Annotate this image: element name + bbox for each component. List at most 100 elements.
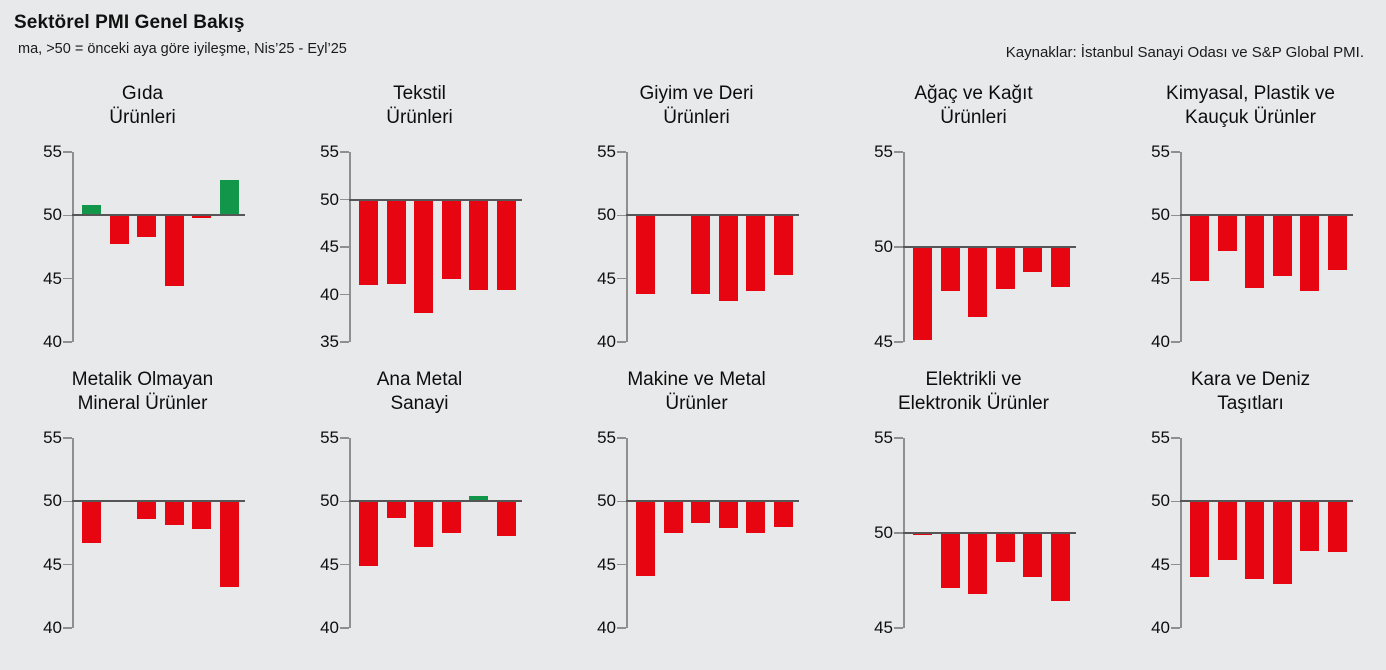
y-tick-label: 50: [1151, 491, 1170, 511]
y-tick-mark: [63, 341, 72, 343]
bar: [746, 501, 765, 533]
y-tick-mark: [1171, 151, 1180, 153]
chart-title-line: Ürünleri: [663, 107, 730, 128]
y-axis: [626, 438, 628, 628]
y-tick-label: 45: [320, 554, 339, 574]
chart-title-line: Ürünler: [665, 393, 728, 414]
y-tick-mark: [617, 277, 626, 280]
chart-title: Makine ve Metal Ürünler: [558, 368, 835, 416]
chart-title-line: Ürünleri: [940, 107, 1007, 128]
bar: [386, 199, 406, 285]
chart-title: Kimyasal, Plastik ve Kauçuk Ürünler: [1112, 82, 1386, 130]
y-axis: [349, 438, 351, 628]
y-tick-label: 40: [1151, 618, 1170, 637]
y-tick-mark: [340, 437, 349, 439]
chart-panel: Elektrikli ve Elektronik Ürünler 55 50 45: [835, 368, 1112, 637]
y-tick-mark: [617, 500, 626, 503]
bar: [414, 199, 433, 313]
y-tick-mark: [340, 563, 349, 566]
baseline-50: [72, 500, 245, 503]
plot-area: 55 50 45: [845, 142, 1085, 351]
page-title: Sektörel PMI Genel Bakış: [14, 12, 245, 33]
bar: [968, 533, 987, 594]
y-axis: [626, 152, 628, 342]
chart-title-line: Sanayi: [390, 393, 449, 414]
chart-title: Tekstil Ürünleri: [281, 82, 558, 130]
bar: [940, 533, 960, 589]
y-tick-mark: [617, 341, 626, 343]
y-tick-label: 55: [874, 428, 893, 447]
chart-panel: Kimyasal, Plastik ve Kauçuk Ürünler 55 50 45…: [1112, 82, 1386, 351]
y-tick-mark: [894, 437, 903, 439]
bar: [219, 179, 239, 216]
bar: [1245, 501, 1264, 579]
chart-title: Elektrikli ve Elektronik Ürünler: [835, 368, 1112, 416]
chart-panel: Gıda Ürünleri 55 50 45 40: [4, 82, 281, 351]
y-tick-mark: [63, 627, 72, 629]
chart-title-line: Taşıtları: [1217, 393, 1284, 414]
bar: [1190, 501, 1209, 578]
chart-title-line: Elektronik Ürünler: [898, 393, 1049, 414]
y-tick-mark: [894, 151, 903, 153]
chart-title-line: Tekstil: [393, 83, 446, 104]
plot-area: 55 50 45 40: [568, 142, 808, 351]
y-tick-label: 50: [597, 491, 616, 511]
y-axis: [72, 438, 74, 628]
y-tick-label: 55: [320, 142, 339, 161]
bar: [469, 199, 488, 290]
y-tick-mark: [617, 563, 626, 566]
y-tick-mark: [1171, 437, 1180, 439]
y-tick-label: 50: [43, 205, 62, 225]
plot-area: 55 50 45 40: [291, 428, 531, 637]
y-tick-mark: [63, 437, 72, 439]
chart-title-line: Ağaç ve Kağıt: [914, 83, 1033, 104]
bar: [1050, 247, 1070, 287]
chart-panel: Makine ve Metal Ürünler 55 50 45 40: [558, 368, 835, 637]
y-axis: [72, 152, 74, 342]
bar: [109, 215, 129, 245]
chart-panel: Kara ve Deniz Taşıtları 55 50 45 40: [1112, 368, 1386, 637]
plot-area: 55 50 45 40: [1122, 428, 1362, 637]
y-tick-label: 55: [43, 142, 62, 161]
chart-title: Gıda Ürünleri: [4, 82, 281, 130]
bar: [164, 501, 184, 526]
bar: [1300, 215, 1319, 292]
y-tick-mark: [340, 627, 349, 629]
bar: [1245, 215, 1264, 288]
bar: [441, 199, 461, 280]
y-tick-mark: [63, 214, 72, 217]
chart-title: Kara ve Deniz Taşıtları: [1112, 368, 1386, 416]
y-tick-mark: [617, 437, 626, 439]
bar: [137, 215, 156, 237]
y-tick-label: 45: [43, 554, 62, 574]
chart-panel: Tekstil Ürünleri 55 50 45 40 35: [281, 82, 558, 351]
bar: [1272, 501, 1292, 584]
y-tick-mark: [617, 151, 626, 153]
chart-title: Ağaç ve Kağıt Ürünleri: [835, 82, 1112, 130]
bar: [469, 496, 488, 502]
y-tick-label: 55: [320, 428, 339, 447]
y-tick-mark: [617, 627, 626, 629]
y-tick-label: 50: [320, 491, 339, 511]
chart-title-line: Makine ve Metal: [627, 369, 766, 390]
chart-panel: Ağaç ve Kağıt Ürünleri 55 50 45: [835, 82, 1112, 351]
bar: [496, 199, 516, 290]
bar: [219, 501, 239, 588]
bar: [995, 533, 1015, 562]
chart-title-line: Kimyasal, Plastik ve: [1166, 83, 1335, 104]
baseline-50: [72, 214, 245, 217]
bar: [1327, 215, 1347, 270]
y-tick-mark: [63, 500, 72, 503]
bar: [718, 215, 738, 302]
bar: [773, 215, 793, 275]
chart-title-line: Metalik Olmayan: [71, 369, 214, 390]
y-tick-mark: [894, 341, 903, 343]
y-tick-label: 55: [1151, 142, 1170, 161]
y-tick-label: 50: [320, 189, 339, 209]
plot-area: 55 50 45 40: [14, 142, 254, 351]
chart-title-line: Gıda: [121, 83, 164, 104]
bar: [913, 247, 932, 341]
chart-title-line: Giyim ve Deri: [639, 83, 754, 104]
plot-area: 55 50 45 40: [568, 428, 808, 637]
bar: [1272, 215, 1292, 277]
